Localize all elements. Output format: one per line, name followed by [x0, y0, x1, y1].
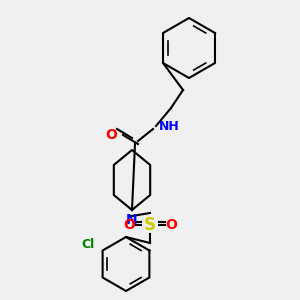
Text: O: O [123, 218, 135, 232]
Text: Cl: Cl [81, 238, 94, 251]
Text: O: O [165, 218, 177, 232]
Text: N: N [126, 213, 138, 227]
Text: S: S [144, 216, 156, 234]
Text: O: O [105, 128, 117, 142]
Text: NH: NH [159, 119, 180, 133]
